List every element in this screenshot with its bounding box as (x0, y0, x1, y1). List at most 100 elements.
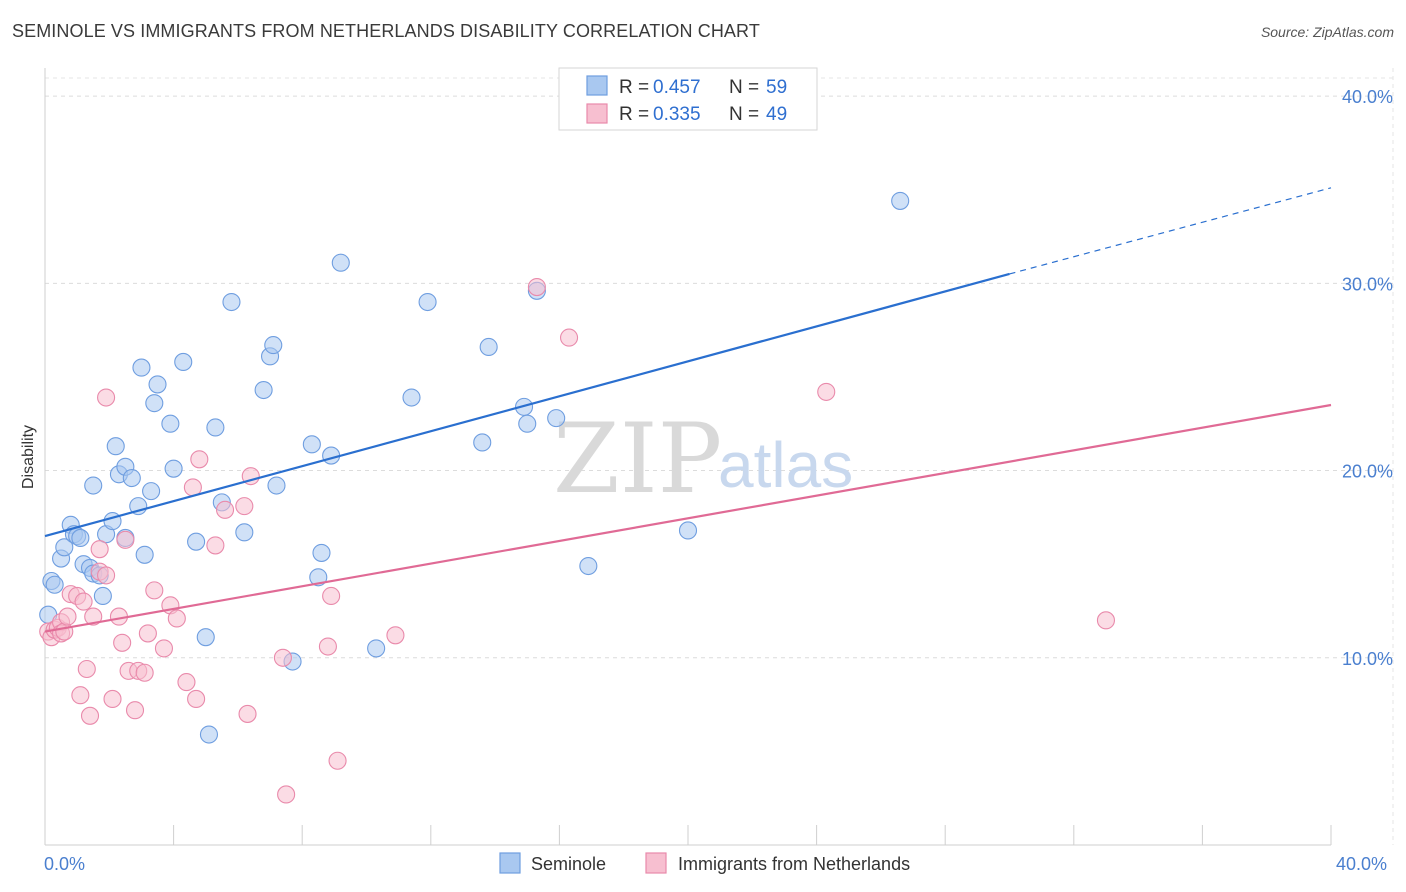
point-s1-40 (235, 497, 254, 516)
legend-n-value-2: 49 (766, 104, 787, 125)
point-s0-27 (148, 375, 167, 394)
source-label: Source: ZipAtlas.com (1260, 24, 1394, 40)
point-s1-29 (154, 639, 174, 658)
legend: R = 0.457 N = 59 R = 0.335 N = 49 (558, 67, 818, 131)
x-tick-label-max: 40.0% (1336, 854, 1387, 874)
point-s1-43 (318, 637, 337, 656)
point-s0-47 (331, 253, 350, 272)
point-s1-47 (527, 278, 546, 297)
point-s1-36 (206, 536, 225, 555)
point-s1-10 (71, 686, 90, 705)
legend-r-value-1: 0.457 (653, 77, 701, 98)
point-s0-59 (891, 191, 910, 210)
point-s0-31 (187, 532, 206, 551)
point-s1-6 (55, 622, 74, 641)
legend-n-label-1: N = (729, 77, 759, 98)
y-tick-label-3: 40.0% (1342, 87, 1393, 107)
point-s1-17 (97, 566, 116, 585)
point-s1-41 (273, 648, 292, 667)
point-s0-29 (164, 459, 183, 478)
point-s0-8 (71, 528, 90, 547)
legend-n-label-2: N = (729, 104, 759, 125)
point-s0-2 (45, 575, 64, 594)
point-s1-13 (80, 706, 100, 725)
point-s1-26 (135, 663, 154, 682)
watermark-atlas: atlas (718, 429, 853, 501)
point-s1-35 (190, 450, 209, 469)
legend-swatch-seminole (586, 75, 608, 96)
x-tick-label-min: 0.0% (44, 854, 85, 874)
bottom-legend-label-seminole: Seminole (531, 854, 606, 874)
point-s0-4 (55, 538, 74, 557)
point-s0-30 (174, 352, 193, 371)
point-s0-49 (402, 388, 421, 407)
point-s0-56 (547, 409, 566, 428)
y-axis-label: Disability (20, 425, 37, 489)
series-1-points (39, 278, 1115, 804)
point-s1-27 (138, 624, 157, 643)
point-s1-11 (74, 592, 93, 611)
point-s0-57 (579, 556, 598, 576)
point-s1-7 (58, 607, 77, 626)
gridlines (45, 68, 1394, 845)
point-s1-24 (125, 701, 145, 720)
point-s0-34 (206, 418, 225, 437)
point-s1-28 (145, 581, 164, 600)
point-s0-52 (479, 337, 498, 357)
y-tick-label-2: 30.0% (1342, 274, 1393, 294)
point-s0-36 (222, 292, 241, 312)
series-0-points (39, 191, 910, 744)
chart-title: SEMINOLE VS IMMIGRANTS FROM NETHERLANDS … (12, 21, 760, 41)
point-s0-38 (254, 380, 273, 400)
point-s0-33 (199, 725, 219, 744)
point-s1-14 (84, 607, 103, 626)
bottom-legend: Seminole Immigrants from Netherlands (499, 852, 910, 874)
point-s1-45 (328, 751, 347, 770)
watermark: ZIP atlas (553, 403, 853, 515)
point-s0-58 (678, 521, 698, 540)
point-s1-48 (559, 328, 579, 347)
point-s0-25 (142, 482, 161, 501)
legend-r-label-1: R = (619, 77, 649, 98)
point-s1-32 (177, 673, 196, 692)
watermark-zip: ZIP (553, 403, 722, 515)
point-s1-19 (103, 689, 122, 709)
point-s1-12 (77, 659, 96, 679)
point-s0-44 (309, 568, 328, 587)
point-s0-40 (264, 336, 283, 355)
bottom-legend-label-netherlands: Immigrants from Netherlands (678, 854, 910, 874)
bottom-legend-swatch-netherlands (645, 852, 667, 874)
point-s0-51 (473, 433, 492, 452)
trend-lines (44, 187, 1332, 633)
point-s1-37 (215, 500, 235, 519)
trend-line-1 (44, 403, 1332, 633)
point-s0-23 (132, 358, 151, 377)
legend-r-label-2: R = (619, 104, 649, 125)
point-s0-37 (235, 523, 254, 542)
y-tick-label-1: 20.0% (1342, 462, 1393, 482)
point-s1-44 (322, 586, 341, 606)
point-s0-21 (122, 468, 141, 488)
point-s0-48 (367, 639, 386, 658)
legend-r-value-2: 0.335 (653, 104, 701, 125)
y-tick-labels: 10.0% 20.0% 30.0% 40.0% (1342, 87, 1393, 669)
point-s0-32 (196, 628, 215, 647)
point-s0-45 (312, 543, 331, 562)
point-s0-41 (267, 476, 286, 495)
point-s1-46 (386, 626, 405, 645)
point-s1-49 (817, 382, 836, 401)
point-s1-38 (238, 704, 257, 723)
point-s0-28 (161, 414, 180, 433)
point-s0-24 (135, 545, 154, 564)
trend-line-0 (44, 272, 1010, 538)
point-s0-43 (302, 435, 321, 454)
series-points (39, 191, 1115, 804)
legend-swatch-netherlands (586, 103, 608, 124)
point-s1-21 (113, 633, 132, 652)
point-s0-54 (518, 414, 537, 433)
bottom-legend-swatch-seminole (499, 852, 521, 874)
point-s0-26 (145, 394, 164, 413)
x-ticks (44, 825, 1332, 845)
point-s0-17 (106, 437, 125, 456)
